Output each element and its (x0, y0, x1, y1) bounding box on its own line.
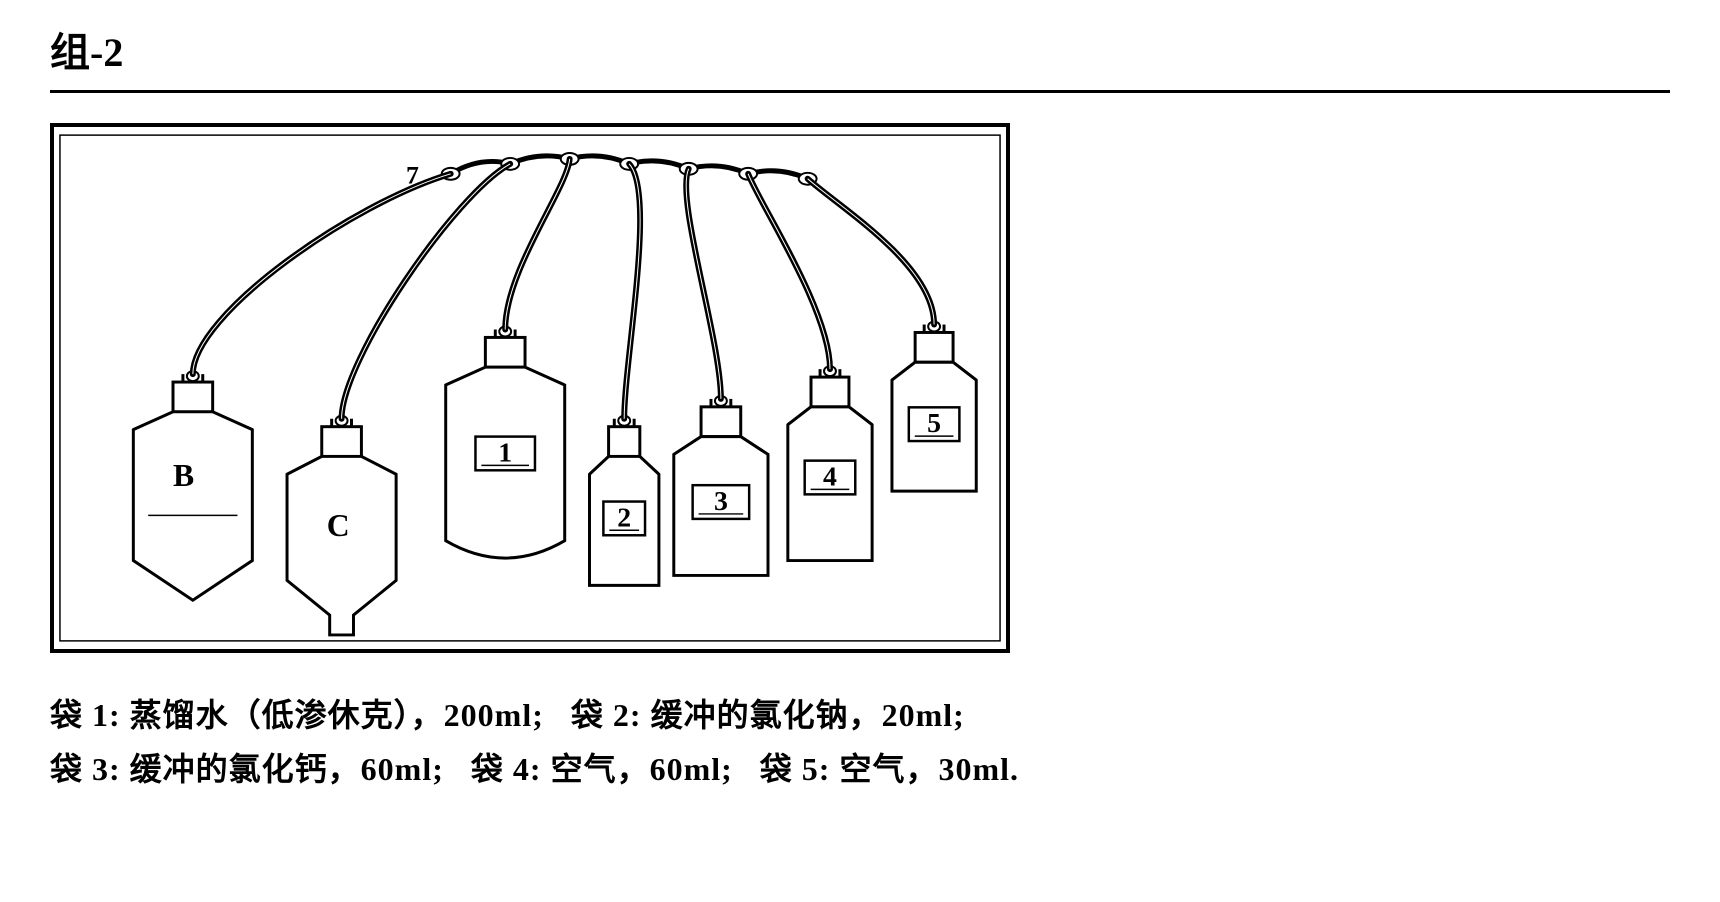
bag3-prefix: 袋 3: (50, 751, 121, 787)
bag5-prefix: 袋 5: (760, 751, 831, 787)
bag4-desc: 空气，60ml; (551, 751, 733, 787)
bag-1: 1 (446, 327, 565, 559)
bag-B: B (133, 371, 252, 600)
svg-text:3: 3 (714, 486, 728, 517)
bag-diagram: 7BC12345 (54, 127, 1006, 649)
bag1-desc: 蒸馏水（低渗休克），200ml; (130, 697, 544, 733)
bag1-prefix: 袋 1: (50, 697, 121, 733)
caption-line-1: 袋 1: 蒸馏水（低渗休克），200ml; 袋 2: 缓冲的氯化钠，20ml; (50, 688, 1670, 742)
bag4-prefix: 袋 4: (471, 751, 542, 787)
bag-2: 2 (590, 416, 659, 586)
bag-3: 3 (674, 396, 768, 575)
bag2-desc: 缓冲的氯化钠，20ml; (651, 697, 965, 733)
svg-text:B: B (173, 458, 194, 493)
caption-line-2: 袋 3: 缓冲的氯化钙，60ml; 袋 4: 空气，60ml; 袋 5: 空气，… (50, 742, 1670, 796)
svg-text:C: C (327, 508, 350, 543)
diagram-frame: 7BC12345 (50, 123, 1010, 653)
bag2-prefix: 袋 2: (571, 697, 642, 733)
horizontal-rule (50, 90, 1670, 93)
page: 组-2 7BC12345 袋 1: 蒸馏水（低渗休克），200ml; 袋 2: … (0, 0, 1720, 902)
bag-C: C (287, 416, 396, 635)
bag3-desc: 缓冲的氯化钙，60ml; (130, 751, 444, 787)
group-title: 组-2 (50, 20, 1670, 78)
bag-5: 5 (892, 322, 976, 492)
caption-block: 袋 1: 蒸馏水（低渗休克），200ml; 袋 2: 缓冲的氯化钠，20ml; … (50, 688, 1670, 797)
svg-text:2: 2 (617, 502, 631, 533)
svg-text:5: 5 (927, 408, 941, 439)
bag-4: 4 (788, 366, 872, 560)
bag5-desc: 空气，30ml. (839, 751, 1019, 787)
svg-text:4: 4 (823, 461, 837, 492)
svg-text:1: 1 (498, 437, 512, 468)
